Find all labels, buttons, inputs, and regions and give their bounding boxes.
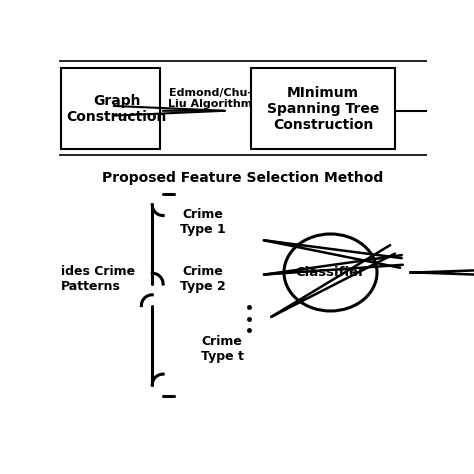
Bar	[251, 68, 395, 149]
Text: Edmond/Chu-
Liu Algorithm: Edmond/Chu- Liu Algorithm	[168, 88, 253, 109]
Text: ides Crime
Patterns: ides Crime Patterns	[61, 264, 135, 292]
Text: MInimum
Spanning Tree
Construction: MInimum Spanning Tree Construction	[267, 86, 379, 132]
Text: Crime
Type 2: Crime Type 2	[180, 264, 226, 292]
Text: Graph
Construction: Graph Construction	[66, 94, 167, 124]
Text: Crime
Type 1: Crime Type 1	[180, 209, 226, 237]
Ellipse shape	[284, 234, 377, 311]
Text: Crime
Type t: Crime Type t	[201, 336, 244, 364]
Text: Proposed Feature Selection Method: Proposed Feature Selection Method	[102, 171, 383, 185]
Bar	[61, 68, 160, 149]
Text: Classifier: Classifier	[296, 266, 365, 279]
